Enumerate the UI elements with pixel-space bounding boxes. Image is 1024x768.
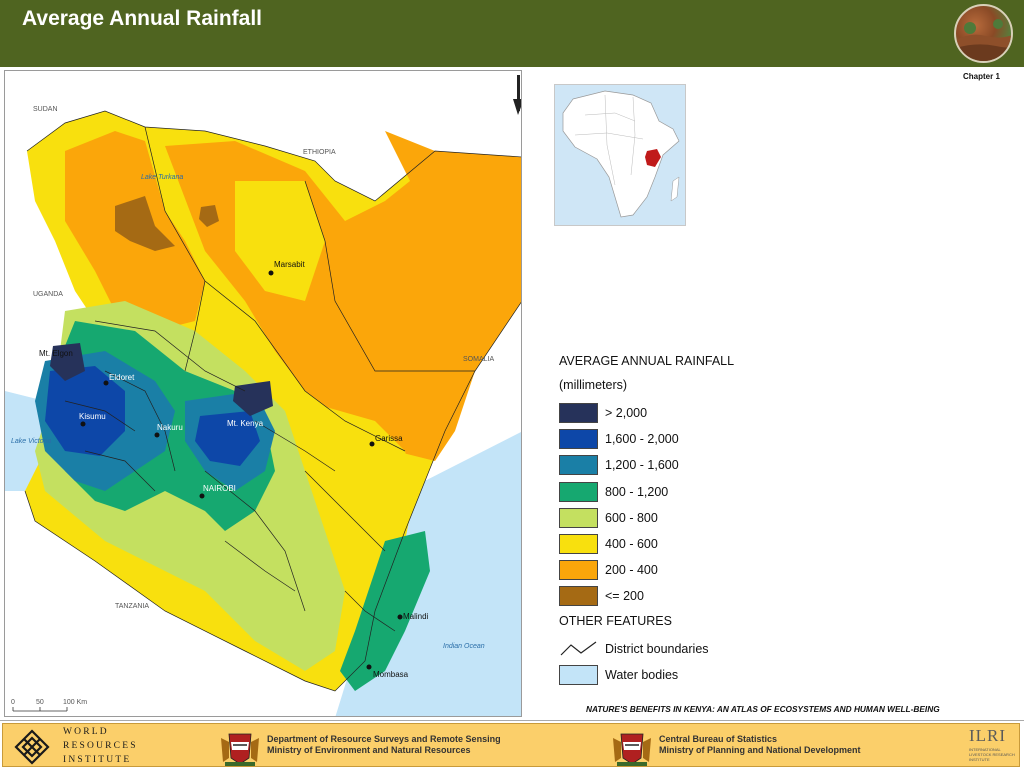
wri-name-line-2: RESOURCES <box>63 741 138 751</box>
legend-label: 600 - 800 <box>605 510 658 525</box>
legend-label: 400 - 600 <box>605 537 658 552</box>
ilri-logo: ILRI INTERNATIONAL LIVESTOCK RESEARCH IN… <box>967 726 1019 768</box>
legend-label: 800 - 1,200 <box>605 484 669 499</box>
label-nairobi: NAIROBI <box>203 484 236 493</box>
legend-row-water-bodies: Water bodies <box>559 662 779 688</box>
page-title: Average Annual Rainfall <box>22 7 263 30</box>
label-eldoret: Eldoret <box>109 373 135 382</box>
label-somalia: SOMALIA <box>463 356 494 363</box>
legend-swatch <box>559 481 598 502</box>
legend-label: 200 - 400 <box>605 563 658 578</box>
label-kisumu: Kisumu <box>79 412 106 421</box>
legend-swatch <box>559 429 598 450</box>
scale-label-50: 50 <box>36 699 44 706</box>
label-ethiopia: ETHIOPIA <box>303 149 336 156</box>
ilri-subtitle: INTERNATIONAL LIVESTOCK RESEARCH INSTITU… <box>969 747 1015 762</box>
africa-locator-map <box>554 84 686 226</box>
wri-logo-icon <box>14 729 50 765</box>
legend-label: 1,600 - 2,000 <box>605 432 679 447</box>
legend-swatch <box>559 560 598 581</box>
legend-label-water: Water bodies <box>605 667 679 682</box>
legend-swatch <box>559 534 598 555</box>
legend-row-class-0: > 2,000 <box>559 400 779 426</box>
wri-name-line-3: INSTITUTE <box>63 755 132 765</box>
ilri-logo-text: ILRI <box>969 726 1007 745</box>
kenya-coat-of-arms-icon <box>221 733 259 766</box>
legend-swatch <box>559 586 598 607</box>
label-malindi: Malindi <box>403 612 429 621</box>
legend-label: 1,200 - 1,600 <box>605 458 679 473</box>
legend-swatch <box>559 507 598 528</box>
footer-band: WORLD RESOURCES INSTITUTE Department of … <box>2 723 1020 767</box>
scale-bar <box>12 707 68 712</box>
legend-swatch <box>559 455 598 476</box>
dept2-line-1: Central Bureau of Statistics <box>659 734 778 744</box>
wri-name-line-1: WORLD <box>63 727 109 737</box>
label-sudan: SUDAN <box>33 106 58 113</box>
legend-row-class-1: 1,600 - 2,000 <box>559 426 779 452</box>
legend-label: > 2,000 <box>605 406 648 421</box>
scale-label-0: 0 <box>11 699 15 706</box>
label-garissa: Garissa <box>375 434 403 443</box>
label-mt-kenya: Mt. Kenya <box>227 419 264 428</box>
legend-row-class-5: 400 - 600 <box>559 531 779 557</box>
dept1-line-1: Department of Resource Surveys and Remot… <box>267 734 501 744</box>
legend-row-district-boundaries: District boundaries <box>559 636 779 662</box>
map-legend: AVERAGE ANNUAL RAINFALL (millimeters) > … <box>559 352 779 688</box>
legend-row-class-6: 200 - 400 <box>559 557 779 583</box>
legend-row-class-3: 800 - 1,200 <box>559 479 779 505</box>
kenya-coat-of-arms-icon-2 <box>613 733 651 766</box>
label-lake-victoria: Lake Victoria <box>11 438 51 445</box>
label-uganda: UGANDA <box>33 291 63 298</box>
label-lake-turkana: Lake Turkana <box>141 174 183 181</box>
label-nakuru: Nakuru <box>157 423 183 432</box>
legend-swatch <box>559 403 598 424</box>
scale-label-100: 100 Km <box>63 699 87 706</box>
north-arrow-icon <box>513 75 521 115</box>
kenya-highlight <box>645 149 661 167</box>
footer: WORLD RESOURCES INSTITUTE Department of … <box>0 720 1024 768</box>
legend-other-title: OTHER FEATURES <box>559 613 672 628</box>
label-marsabit: Marsabit <box>274 260 305 269</box>
label-tanzania: TANZANIA <box>115 603 149 610</box>
label-mombasa: Mombasa <box>373 670 409 679</box>
legend-row-class-7: <= 200 <box>559 583 779 609</box>
landscape-photo-thumbnail <box>954 4 1013 63</box>
atlas-credit: NATURE'S BENEFITS IN KENYA: AN ATLAS OF … <box>586 704 940 714</box>
legend-unit: (millimeters) <box>559 378 628 392</box>
label-mt-elgon: Mt. Elgon <box>39 349 73 358</box>
header-bar: Average Annual Rainfall <box>0 0 1024 67</box>
dept2-line-2: Ministry of Planning and National Develo… <box>659 745 861 755</box>
legend-row-class-4: 600 - 800 <box>559 505 779 531</box>
label-indian-ocean: Indian Ocean <box>443 643 485 650</box>
dept1-line-2: Ministry of Environment and Natural Reso… <box>267 745 471 755</box>
legend-row-class-2: 1,200 - 1,600 <box>559 452 779 478</box>
chapter-label: Chapter 1 <box>963 72 1000 81</box>
rainfall-map: SUDAN ETHIOPIA UGANDA SOMALIA TANZANIA L… <box>4 70 522 717</box>
legend-label-boundaries: District boundaries <box>605 641 709 656</box>
legend-label: <= 200 <box>605 589 644 604</box>
water-swatch <box>559 664 598 685</box>
boundary-line-icon <box>560 641 597 656</box>
legend-title: AVERAGE ANNUAL RAINFALL <box>559 354 735 368</box>
kenya-rainfall-map-graphic: SUDAN ETHIOPIA UGANDA SOMALIA TANZANIA L… <box>5 71 521 716</box>
